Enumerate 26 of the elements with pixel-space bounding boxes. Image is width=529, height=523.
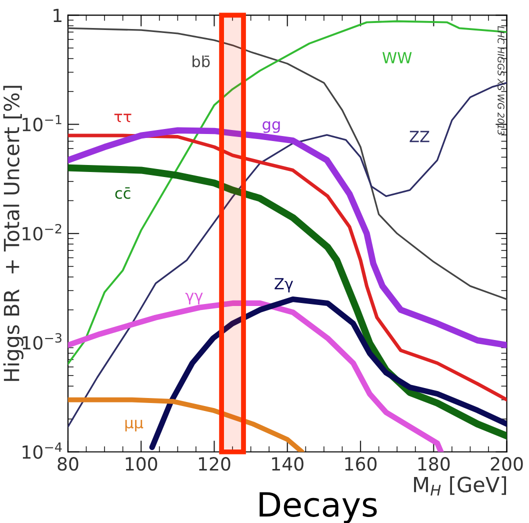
series-label: Zγ — [274, 278, 294, 292]
annotation: LHC HIGGS XS WG 2013 — [498, 26, 504, 135]
x-tick-label: 160 — [345, 457, 377, 471]
series-label: WW — [382, 52, 412, 64]
series-label: μμ — [125, 420, 144, 432]
x-tick-label: 200 — [490, 457, 523, 471]
y-tick-label: 10$^{−2}$ — [22, 224, 62, 240]
y-tick-label: 10$^{−1}$ — [22, 114, 62, 132]
y-tick-label: 1 — [54, 8, 62, 22]
series-label: ZZ — [410, 130, 430, 142]
x-tick-label: 140 — [272, 457, 304, 471]
x-axis-title: M$_{H}$ [GeV] — [414, 476, 506, 496]
line-series — [68, 20, 507, 365]
x-tick-label: 100 — [126, 457, 158, 471]
y-tick-label: 10$^{−3}$ — [22, 333, 62, 350]
line-series — [68, 397, 304, 452]
x-tick-label: 120 — [198, 457, 230, 471]
series-label: ττ — [114, 114, 132, 122]
x-tick-label: 80 — [58, 457, 78, 471]
y-axis-title: Higgs BR + Total Uncert [%] — [3, 86, 24, 381]
series-label: cc̄ — [115, 187, 130, 199]
series-label: γγ — [185, 292, 203, 304]
series-label: bb̄ — [192, 55, 210, 68]
x-tick-label: 180 — [418, 457, 450, 471]
series-label: gg — [262, 121, 280, 133]
text: Decays — [260, 492, 377, 523]
